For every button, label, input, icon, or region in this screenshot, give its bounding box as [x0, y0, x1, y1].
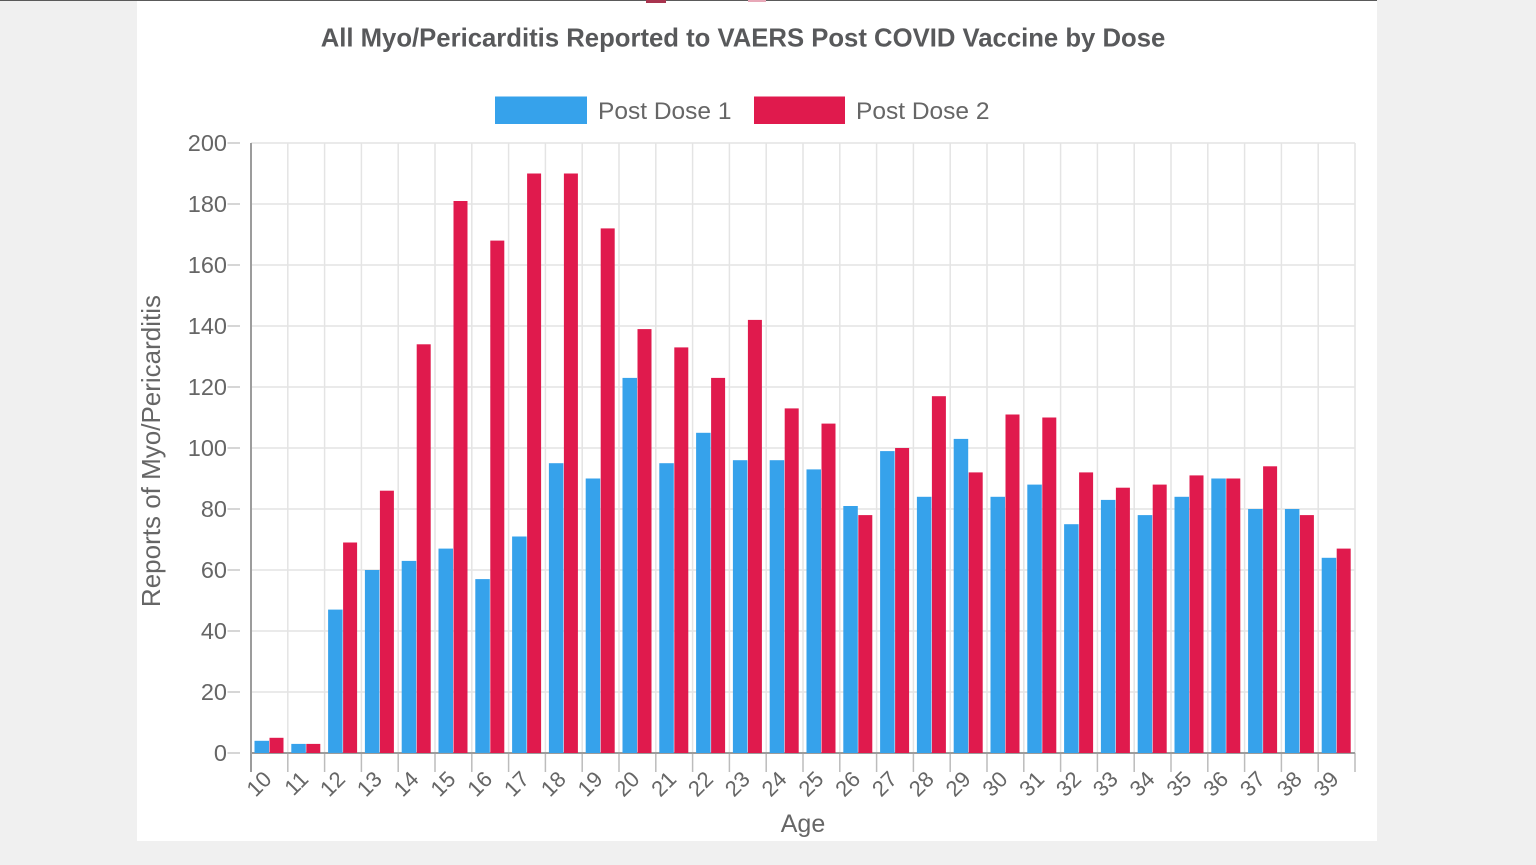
svg-text:All Myo/Pericarditis Reported: All Myo/Pericarditis Reported to VAERS P… [321, 25, 1166, 53]
svg-text:16: 16 [462, 766, 497, 801]
svg-text:24: 24 [757, 766, 792, 801]
svg-text:30: 30 [977, 766, 1012, 801]
svg-text:200: 200 [188, 130, 227, 156]
svg-text:33: 33 [1088, 766, 1123, 801]
svg-text:27: 27 [867, 766, 902, 801]
svg-text:60: 60 [201, 557, 227, 583]
svg-text:Post Dose 2: Post Dose 2 [856, 98, 989, 125]
svg-text:180: 180 [188, 191, 227, 217]
svg-text:19: 19 [573, 766, 608, 801]
svg-text:140: 140 [188, 313, 227, 339]
svg-text:20: 20 [201, 679, 227, 705]
svg-text:34: 34 [1125, 766, 1160, 801]
svg-text:23: 23 [720, 766, 755, 801]
svg-text:11: 11 [279, 766, 313, 800]
svg-text:Post Dose 1: Post Dose 1 [598, 98, 731, 125]
svg-text:0: 0 [214, 740, 227, 766]
svg-text:22: 22 [683, 766, 718, 801]
svg-text:80: 80 [201, 496, 227, 522]
svg-text:40: 40 [201, 618, 227, 644]
svg-text:26: 26 [830, 766, 865, 801]
svg-text:Age: Age [781, 810, 825, 838]
svg-text:120: 120 [188, 374, 227, 400]
svg-text:37: 37 [1235, 766, 1270, 801]
svg-text:13: 13 [352, 766, 387, 801]
svg-text:14: 14 [389, 766, 424, 801]
svg-text:39: 39 [1309, 766, 1344, 801]
svg-text:25: 25 [793, 766, 828, 801]
svg-text:32: 32 [1051, 766, 1086, 801]
svg-text:28: 28 [904, 766, 939, 801]
svg-text:18: 18 [536, 766, 571, 801]
svg-text:17: 17 [499, 766, 534, 801]
svg-text:21: 21 [646, 766, 681, 801]
svg-text:10: 10 [241, 766, 276, 801]
svg-text:12: 12 [315, 766, 350, 801]
svg-text:20: 20 [609, 766, 644, 801]
svg-text:100: 100 [188, 435, 227, 461]
svg-text:38: 38 [1272, 766, 1307, 801]
svg-text:35: 35 [1161, 766, 1196, 801]
svg-text:Reports of Myo/Pericarditis: Reports of Myo/Pericarditis [136, 295, 166, 607]
svg-text:29: 29 [941, 766, 976, 801]
svg-text:15: 15 [425, 766, 460, 801]
svg-text:160: 160 [188, 252, 227, 278]
svg-text:36: 36 [1198, 766, 1233, 801]
svg-text:31: 31 [1014, 766, 1049, 801]
